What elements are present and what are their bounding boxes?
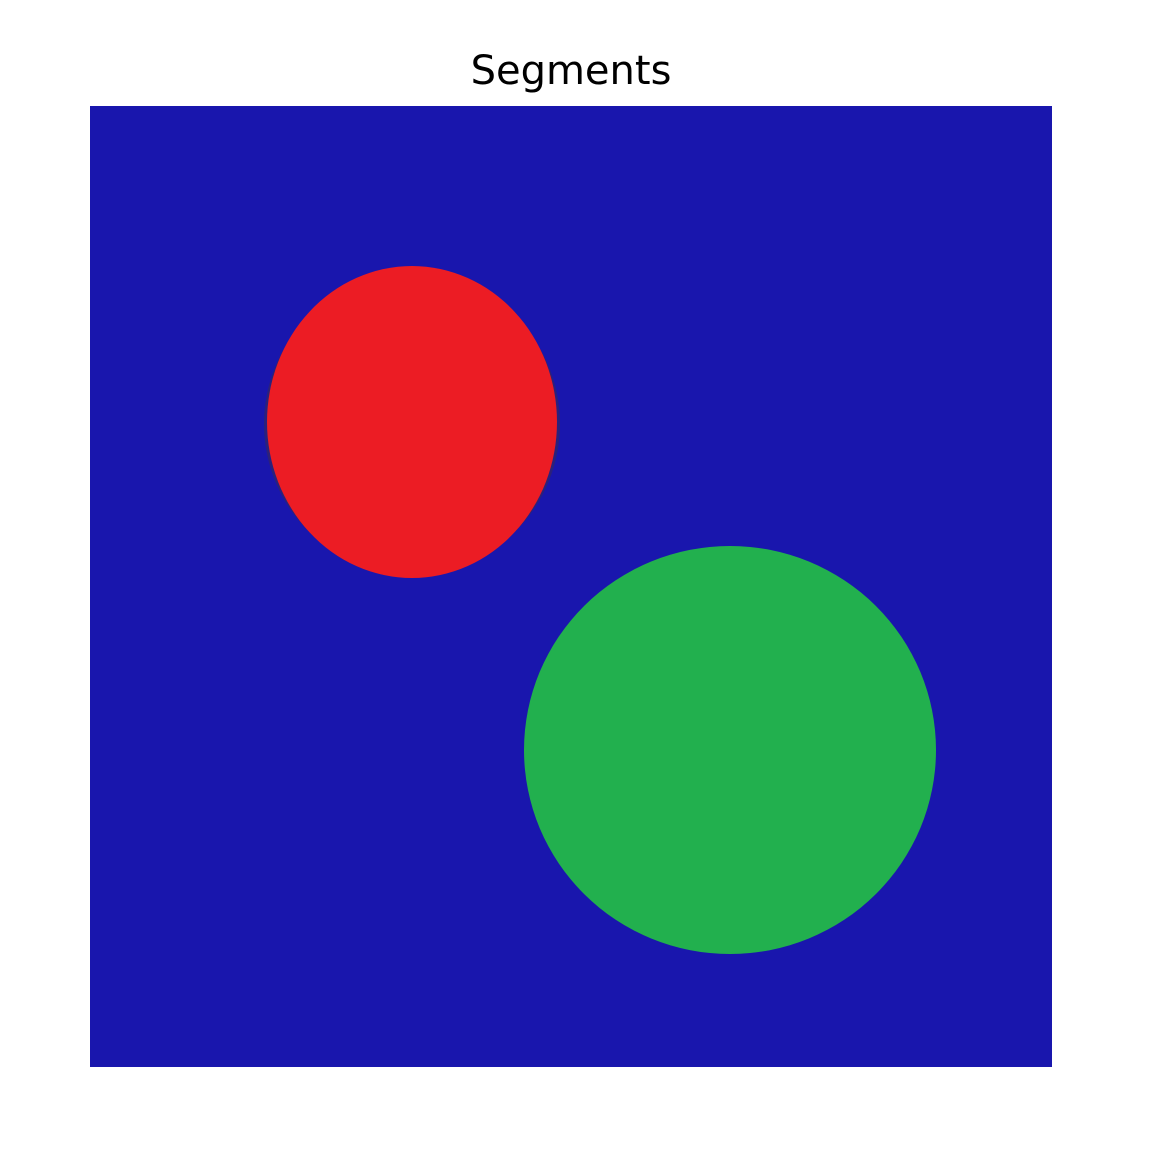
segment-red-circle — [267, 266, 557, 578]
segment-map — [90, 106, 1052, 1067]
segment-green-circle — [524, 546, 936, 954]
segment-canvas — [90, 106, 1052, 1067]
figure-title: Segments — [470, 48, 672, 94]
segment-background — [90, 106, 1052, 1067]
